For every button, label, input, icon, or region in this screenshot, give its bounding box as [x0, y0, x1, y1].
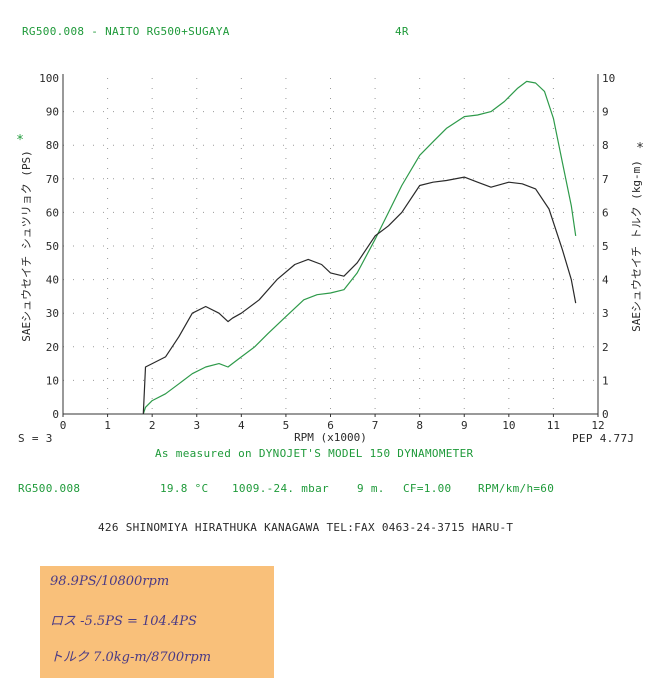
y-tick-label-right: 9 — [602, 106, 609, 119]
y-tick-label-left: 30 — [46, 307, 59, 320]
x-tick-label: 10 — [502, 419, 515, 432]
shop-address: 426 SHINOMIYA HIRATHUKA KANAGAWA TEL:FAX… — [98, 521, 514, 534]
temperature: 19.8 °C — [160, 482, 209, 495]
note-line-loss: ロス -5.5PS = 104.4PS — [50, 614, 197, 629]
x-tick-label: 11 — [547, 419, 560, 432]
x-tick-label: 7 — [372, 419, 379, 432]
x-tick-label: 8 — [416, 419, 423, 432]
y-tick-label-right: 1 — [602, 374, 609, 387]
y-tick-label-left: 10 — [46, 374, 59, 387]
dyno-chart: 0 1 2 3 4 5 6 7 8 9 10 11 12010203040506070809010001… — [16, 72, 644, 444]
note-line-torque: トルク 7.0kg-m/8700rpm — [50, 650, 212, 665]
rpm-unit: RPM/km/h=60 — [478, 482, 555, 495]
sticky-note: 98.9PS/10800rpm ロス -5.5PS = 104.4PS トルク … — [40, 566, 274, 678]
altitude: 9 m. — [357, 482, 385, 495]
report-title: RG500.008 - NAITO RG500+SUGAYA — [22, 25, 230, 38]
scale-label: S = 3 — [18, 432, 53, 445]
correction-factor: CF=1.00 — [403, 482, 452, 495]
report-code: 4R — [395, 25, 409, 38]
y-tick-label-right: 5 — [602, 240, 609, 253]
y-tick-label-right: 4 — [602, 274, 609, 287]
power-marker-icon: * — [16, 133, 24, 148]
x-tick-label: 6 — [327, 419, 334, 432]
y-tick-label-right: 10 — [602, 72, 615, 85]
x-tick-label: 0 — [60, 419, 67, 432]
pep-label: PEP 4.77J — [572, 432, 635, 445]
y-tick-label-left: 50 — [46, 240, 59, 253]
x-tick-label: 9 — [461, 419, 468, 432]
torque-marker-icon: * — [636, 141, 644, 156]
y-tick-label-left: 90 — [46, 106, 59, 119]
y-tick-label-right: 0 — [602, 408, 609, 421]
y-tick-label-left: 20 — [46, 341, 59, 354]
x-tick-label: 3 — [193, 419, 200, 432]
note-line-power: 98.9PS/10800rpm — [50, 574, 170, 589]
x-tick-label: 1 — [104, 419, 111, 432]
y-tick-label-right: 3 — [602, 307, 609, 320]
y-tick-label-right: 7 — [602, 173, 609, 186]
x-axis-title: RPM (x1000) — [294, 431, 367, 444]
x-tick-label: 5 — [283, 419, 290, 432]
y-tick-label-right: 6 — [602, 206, 609, 219]
measure-note: As measured on DYNOJET'S MODEL 150 DYNAM… — [155, 447, 474, 460]
y-tick-label-left: 100 — [39, 72, 59, 85]
y-tick-label-right: 2 — [602, 341, 609, 354]
y-tick-label-left: 0 — [52, 408, 59, 421]
x-tick-label: 12 — [591, 419, 604, 432]
torque-curve — [142, 176, 577, 415]
y-tick-label-left: 70 — [46, 173, 59, 186]
x-tick-label: 2 — [149, 419, 156, 432]
y-axis-title-right: SAEシュウセイチ トルク (kg-m) — [630, 160, 643, 332]
y-tick-label-left: 60 — [46, 206, 59, 219]
pressure: 1009.-24. mbar — [232, 482, 329, 495]
x-tick-label: 4 — [238, 419, 245, 432]
power-curve — [142, 80, 577, 415]
y-tick-label-right: 8 — [602, 139, 609, 152]
y-tick-label-left: 80 — [46, 139, 59, 152]
y-tick-label-left: 40 — [46, 274, 59, 287]
run-id: RG500.008 — [18, 482, 81, 495]
y-axis-title-left: SAEシュウセイチ シュツリョク (PS) — [20, 150, 33, 342]
